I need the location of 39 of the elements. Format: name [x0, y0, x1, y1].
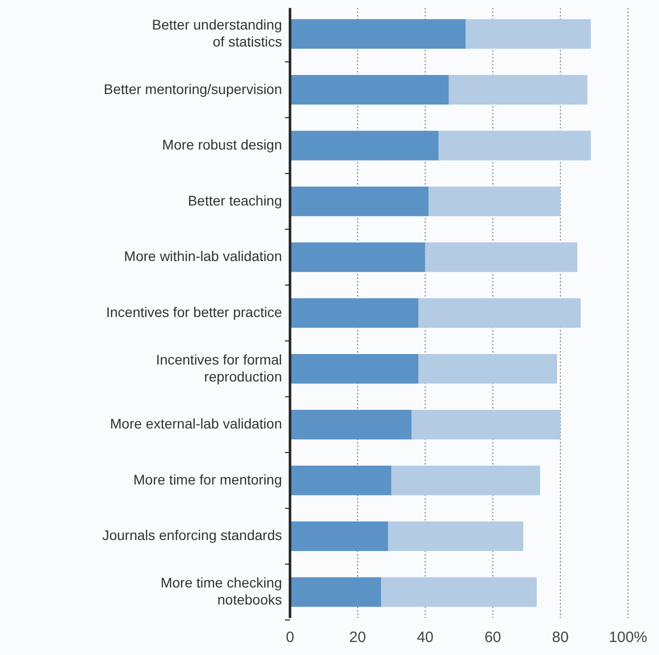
y-tick-label: Better mentoring/supervision	[104, 80, 282, 96]
bar	[290, 466, 392, 496]
bar	[290, 298, 418, 328]
bar	[418, 298, 581, 328]
bar	[428, 186, 560, 216]
y-tick-label: More time for mentoring	[133, 471, 282, 488]
y-tick-label: Incentives for formal reproduction	[156, 351, 282, 384]
x-tick-label: 80	[552, 629, 569, 646]
y-tick-label: Better understanding of statistics	[152, 16, 282, 50]
bar	[425, 242, 578, 272]
bar	[448, 74, 588, 105]
y-tick-label: More robust design	[162, 136, 282, 152]
x-tick-label: 40	[416, 629, 434, 646]
bar	[290, 19, 466, 49]
y-tick-label: Journals enforcing standards	[102, 526, 282, 543]
bar	[412, 410, 560, 440]
bar	[290, 186, 429, 216]
bar	[391, 466, 540, 496]
x-tick-label: 20	[349, 629, 366, 646]
bar	[290, 521, 388, 552]
y-tick-label: Incentives for better practice	[106, 304, 282, 320]
bar	[438, 130, 591, 160]
y-tick-label: Better teaching	[188, 192, 282, 208]
bar	[290, 410, 412, 440]
x-tick-label: 60	[484, 629, 502, 646]
bar	[388, 521, 524, 552]
bar	[418, 354, 558, 384]
bar	[290, 130, 439, 160]
bar	[381, 577, 537, 607]
y-tick-label: More external-lab validation	[110, 415, 282, 432]
x-tick-label: 100%	[608, 629, 648, 646]
bar	[290, 242, 426, 272]
bar	[290, 577, 382, 607]
y-tick-label: More time checking notebooks	[160, 574, 282, 608]
bar	[290, 74, 449, 105]
bar	[290, 354, 418, 384]
y-tick-label: More within-lab validation	[124, 248, 282, 264]
x-tick-label: 0	[286, 629, 294, 646]
bar	[466, 19, 591, 49]
